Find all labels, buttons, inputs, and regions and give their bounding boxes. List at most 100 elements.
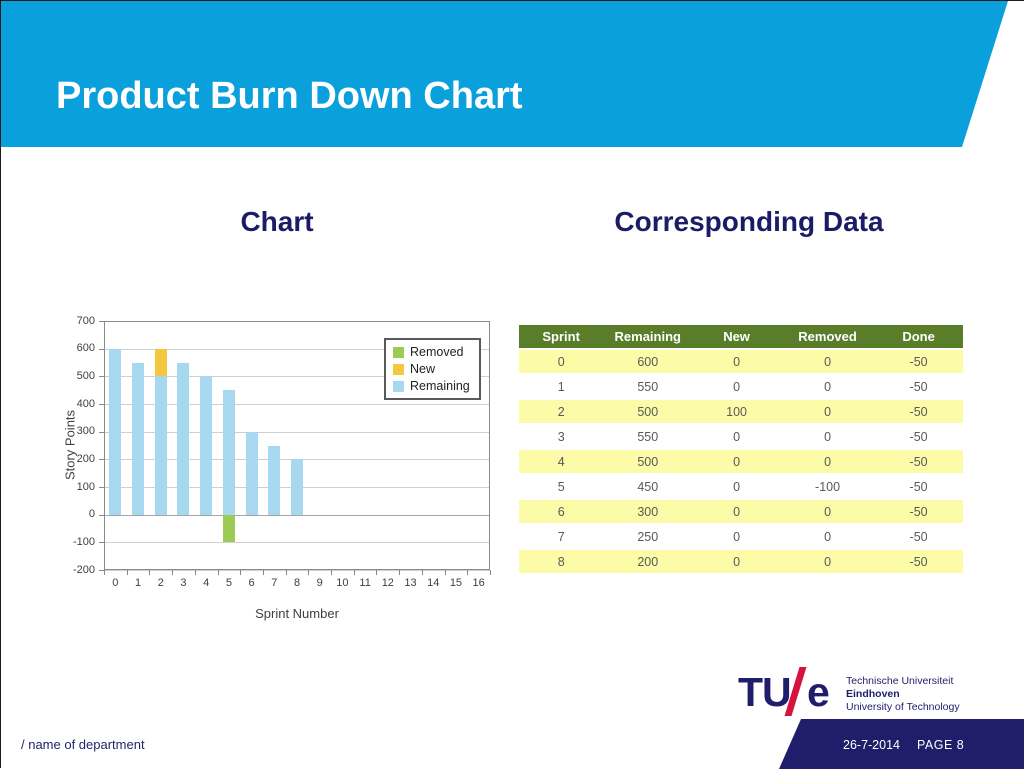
- x-tick-label: 7: [271, 577, 278, 589]
- x-tick: [376, 570, 378, 575]
- x-tick: [172, 570, 174, 575]
- x-tick-label: 4: [203, 577, 210, 589]
- gridline: [104, 570, 490, 571]
- table-cell: 300: [603, 499, 693, 525]
- table-row: 8 200 0 0 -50: [519, 549, 963, 575]
- x-tick: [399, 570, 401, 575]
- table-cell: 0: [780, 349, 875, 375]
- table-cell: 0: [780, 374, 875, 400]
- table-cell: 550: [603, 374, 693, 400]
- table-cell: 200: [603, 549, 693, 575]
- x-tick: [353, 570, 355, 575]
- table-row: 6 300 0 0 -50: [519, 499, 963, 525]
- y-tick: [99, 404, 104, 405]
- y-tick: [99, 514, 104, 516]
- table-cell: -50: [874, 524, 963, 550]
- y-tick: [99, 376, 104, 378]
- table-cell: 0: [692, 549, 781, 575]
- y-tick-label: -100: [72, 535, 95, 548]
- table-row: 0 600 0 0 -50: [519, 349, 963, 375]
- x-tick-label: 1: [134, 577, 142, 589]
- table-header-cell: Sprint: [519, 325, 604, 350]
- table-cell: 0: [692, 499, 781, 525]
- x-tick: [421, 570, 423, 575]
- legend-item: Removed: [393, 345, 470, 359]
- legend-label: Remaining: [410, 379, 470, 393]
- x-tick: [285, 570, 287, 575]
- data-table: Sprint Remaining New Removed Done 0 600 0 0 -50 1 5…: [519, 325, 963, 575]
- y-tick-label: 600: [76, 342, 95, 355]
- logo-line3: University of Technology: [846, 701, 960, 713]
- legend-item: New: [393, 362, 470, 376]
- table-cell: 0: [780, 399, 875, 425]
- gridline: [104, 431, 490, 433]
- table-cell: 0: [780, 499, 875, 525]
- x-tick: [262, 570, 264, 575]
- table-row: 3 550 0 0 -50: [519, 424, 963, 450]
- table-row: 2 500 100 0 -50: [519, 399, 963, 425]
- table-cell: 0: [692, 349, 781, 375]
- table-cell: 0: [780, 449, 875, 475]
- table-cell: -50: [874, 499, 963, 525]
- table-cell: 500: [603, 399, 693, 425]
- y-tick: [99, 570, 104, 571]
- bar-remaining: [154, 376, 167, 515]
- legend-swatch-icon: [393, 346, 404, 358]
- y-tick-label: 200: [76, 452, 95, 465]
- x-tick-label: 12: [381, 577, 394, 589]
- bar-new: [154, 348, 167, 377]
- x-tick: [444, 570, 446, 575]
- gridline: [104, 404, 490, 405]
- gridline: [104, 542, 490, 544]
- bar-remaining: [268, 445, 281, 515]
- table-cell: 8: [519, 549, 604, 575]
- y-tick-label: 100: [76, 480, 95, 493]
- bar-remaining: [245, 431, 258, 515]
- y-tick-label: 700: [76, 314, 95, 327]
- bar-removed: [222, 514, 235, 543]
- table-cell: 5: [519, 474, 604, 500]
- x-tick: [194, 570, 196, 575]
- bar-remaining: [291, 459, 303, 515]
- y-tick-label: -200: [72, 563, 95, 576]
- table-cell: 0: [692, 424, 781, 450]
- y-tick: [99, 348, 104, 350]
- logo-tu-text: TU: [738, 669, 792, 715]
- x-axis-label: Sprint Number: [255, 606, 339, 621]
- bar-remaining: [109, 348, 122, 515]
- table-row: 1 550 0 0 -50: [519, 374, 963, 400]
- x-tick-label: 5: [225, 577, 232, 589]
- table-cell: 550: [603, 424, 693, 450]
- data-section-heading: Corresponding Data: [614, 206, 884, 237]
- table-cell: 0: [692, 474, 781, 500]
- table-cell: 0: [780, 424, 875, 450]
- y-axis-label: Story Points: [62, 409, 78, 481]
- bar-remaining: [222, 390, 235, 515]
- x-tick-label: 11: [359, 577, 371, 589]
- x-tick: [467, 570, 469, 575]
- data-table-container: Sprint Remaining New Removed Done 0 600 0 0 -50 1 5…: [519, 325, 963, 575]
- x-tick-label: 8: [293, 577, 301, 589]
- table-header-cell: New: [692, 325, 781, 350]
- table-cell: 6: [519, 499, 604, 525]
- table-cell: -50: [874, 424, 963, 450]
- x-tick-label: 15: [449, 577, 463, 589]
- x-tick: [149, 570, 151, 575]
- title-banner: Product Burn Down Chart: [1, 1, 1008, 147]
- gridline: [104, 348, 490, 350]
- footer-bar: 26-7-2014 PAGE 8: [779, 719, 1024, 769]
- gridline: [104, 514, 490, 516]
- logo-line2: Eindhoven: [846, 688, 900, 700]
- table-cell: -50: [874, 449, 963, 475]
- x-tick: [217, 570, 219, 575]
- plot-area: [104, 321, 490, 570]
- bar-remaining: [132, 362, 145, 515]
- bar-remaining: [177, 362, 190, 515]
- y-tick-label: 300: [76, 425, 95, 438]
- legend-label: Removed: [410, 345, 464, 359]
- chart-legend: Removed New Remaining: [384, 338, 481, 400]
- legend-label: New: [410, 362, 436, 376]
- legend-item: Remaining: [393, 379, 470, 393]
- bar-remaining: [200, 376, 213, 515]
